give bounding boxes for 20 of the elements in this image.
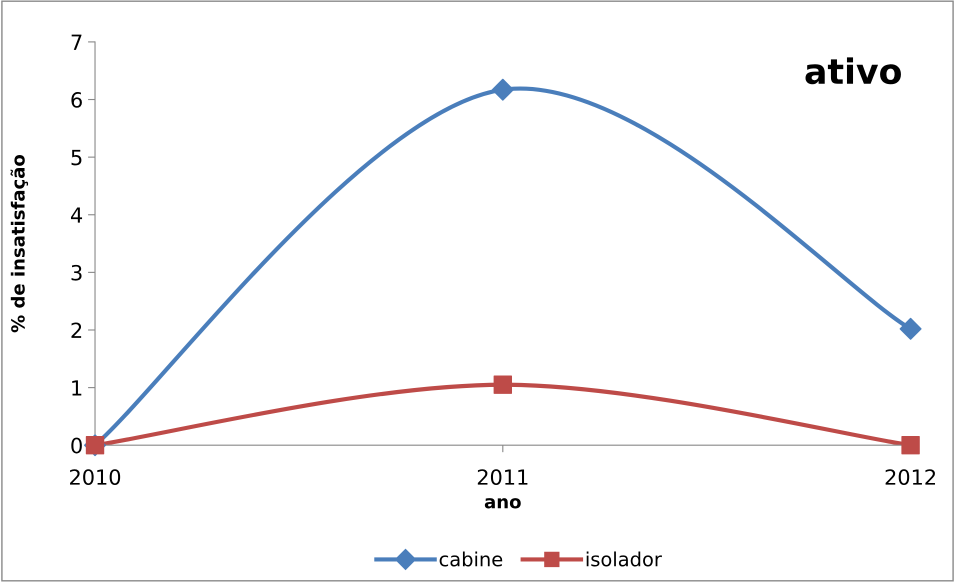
y-tick-label: 3 xyxy=(72,264,82,281)
y-axis-title: % de insatisfação xyxy=(10,154,28,332)
y-tick-label: 2 xyxy=(71,322,82,338)
x-tick-label: 2011 xyxy=(478,469,528,485)
point xyxy=(900,318,922,340)
chart-title: ativo xyxy=(806,57,901,84)
legend-label: cabine xyxy=(440,551,502,567)
legend-label: isolador xyxy=(586,551,662,567)
x-tick-label: 2010 xyxy=(70,469,120,485)
point xyxy=(901,436,920,454)
point xyxy=(494,376,512,394)
x-axis-title: ano xyxy=(484,498,521,509)
y-tick-label: 1 xyxy=(72,380,82,396)
x-tick-label: 2012 xyxy=(886,469,936,485)
y-tick-label: 4 xyxy=(70,207,82,223)
y-tick-label: 6 xyxy=(71,92,82,108)
y-tick-label: 7 xyxy=(72,34,82,50)
point xyxy=(492,78,514,101)
y-tick-label: 5 xyxy=(72,150,82,166)
y-tick-label: 0 xyxy=(71,438,82,454)
